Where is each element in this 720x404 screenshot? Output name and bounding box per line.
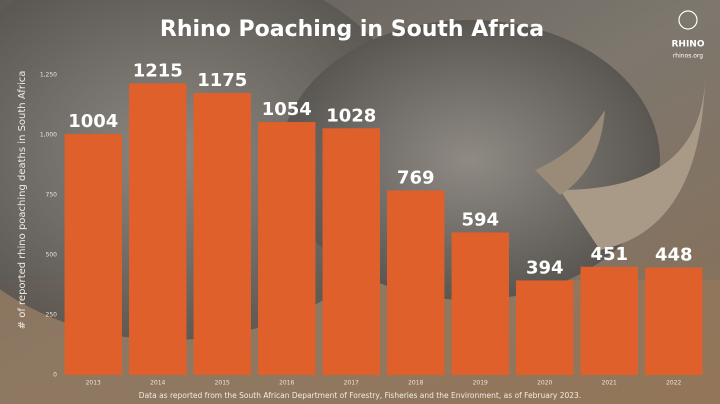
bar (193, 93, 251, 375)
y-tick-label: 1,000 (40, 132, 57, 139)
y-tick-label: 1,250 (40, 72, 57, 79)
x-tick-label: 2020 (537, 380, 552, 387)
value-label: 1028 (326, 105, 376, 126)
y-tick-label: 0 (53, 372, 57, 379)
source-note: Data as reported from the South African … (139, 391, 581, 400)
value-label: 1215 (133, 60, 183, 81)
bar (645, 267, 703, 375)
bar (64, 134, 122, 375)
x-tick-label: 2021 (602, 380, 617, 387)
bar (129, 83, 187, 376)
x-tick-label: 2014 (150, 380, 165, 387)
bar (451, 232, 509, 375)
x-tick-label: 2018 (408, 380, 423, 387)
bar (387, 190, 445, 375)
bar (580, 266, 638, 375)
value-label: 448 (655, 244, 693, 265)
value-label: 394 (526, 257, 564, 278)
y-tick-label: 750 (46, 192, 58, 199)
logo-name: RHINO (672, 40, 705, 50)
value-label: 594 (461, 209, 499, 230)
y-tick-label: 250 (46, 312, 58, 319)
value-label: 1175 (197, 70, 247, 91)
bar (322, 128, 380, 375)
y-tick-label: 500 (46, 252, 58, 259)
bar (516, 280, 574, 375)
x-tick-label: 2017 (344, 380, 359, 387)
logo-icon (678, 10, 698, 30)
rhino-horn (560, 80, 705, 250)
value-label: 1054 (262, 99, 312, 120)
x-tick-label: 2022 (666, 380, 681, 387)
value-label: 1004 (68, 111, 118, 132)
x-tick-label: 2013 (86, 380, 101, 387)
value-label: 451 (590, 244, 628, 265)
x-tick-label: 2015 (215, 380, 230, 387)
value-label: 769 (397, 167, 435, 188)
chart-title: Rhino Poaching in South Africa (160, 17, 544, 42)
y-axis-label: # of reported rhino poaching deaths in S… (17, 71, 28, 330)
logo-url: rhinos.org (673, 53, 703, 60)
x-tick-label: 2019 (473, 380, 488, 387)
x-tick-label: 2016 (279, 380, 294, 387)
bar (258, 122, 316, 375)
rhino-horn-small (535, 110, 605, 195)
